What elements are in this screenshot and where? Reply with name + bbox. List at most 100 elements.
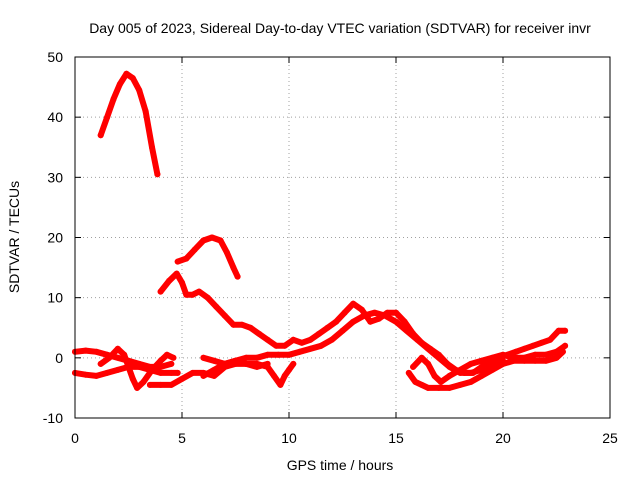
- data-point: [179, 375, 185, 382]
- data-point: [350, 300, 357, 307]
- data-point: [341, 309, 348, 316]
- data-point: [82, 371, 89, 378]
- data-point: [478, 372, 485, 379]
- x-tick-label: 5: [178, 430, 186, 446]
- data-point: [435, 354, 442, 361]
- data-point: [168, 360, 175, 367]
- data-point: [196, 288, 203, 295]
- data-point: [136, 363, 143, 370]
- data-point: [553, 348, 560, 355]
- data-point: [97, 132, 104, 139]
- data-point: [114, 366, 121, 373]
- data-point: [500, 360, 506, 367]
- data-point: [281, 372, 288, 379]
- data-point: [405, 369, 412, 376]
- data-point: [157, 369, 164, 376]
- data-point: [286, 366, 292, 373]
- data-point: [393, 318, 399, 325]
- y-tick-label: 40: [47, 109, 63, 125]
- data-point: [431, 372, 438, 379]
- data-point: [243, 354, 250, 361]
- data-point: [106, 354, 113, 361]
- data-point: [174, 258, 181, 265]
- data-point: [478, 366, 485, 373]
- data-point: [200, 237, 207, 244]
- data-point: [191, 246, 198, 253]
- data-point: [547, 336, 554, 343]
- data-point: [281, 342, 288, 349]
- data-point: [296, 348, 303, 355]
- x-tick-label: 25: [602, 430, 618, 446]
- data-point: [234, 273, 241, 280]
- data-point: [116, 81, 123, 88]
- data-point: [179, 279, 185, 286]
- data-point: [553, 354, 560, 361]
- data-point: [125, 363, 132, 370]
- data-point: [500, 351, 506, 358]
- data-point: [166, 277, 173, 284]
- data-point: [200, 372, 207, 379]
- data-point: [562, 342, 569, 349]
- data-point: [298, 339, 305, 346]
- data-point: [489, 366, 496, 373]
- data-point: [467, 360, 474, 367]
- data-point: [328, 336, 335, 343]
- data-point: [538, 339, 545, 346]
- data-point: [136, 87, 143, 94]
- data-point: [542, 351, 549, 358]
- data-point: [221, 360, 228, 367]
- data-point: [467, 378, 474, 385]
- data-point: [446, 372, 453, 379]
- y-tick-label: 30: [47, 169, 63, 185]
- data-point: [142, 108, 149, 115]
- data-point: [93, 348, 100, 355]
- data-point: [307, 336, 314, 343]
- data-point: [129, 75, 136, 82]
- data-point: [104, 369, 111, 376]
- data-point: [382, 312, 389, 319]
- data-point: [401, 318, 408, 325]
- series-line-arc-1: [97, 70, 161, 178]
- data-point: [230, 321, 237, 328]
- y-axis-label: SDTVAR / TECUs: [6, 181, 22, 293]
- data-point: [286, 351, 292, 358]
- data-point: [457, 381, 464, 388]
- data-point: [532, 351, 539, 358]
- data-point: [425, 345, 432, 352]
- chart-title: Day 005 of 2023, Sidereal Day-to-day VTE…: [89, 20, 591, 36]
- data-point: [221, 312, 228, 319]
- x-tick-label: 10: [281, 430, 297, 446]
- data-point: [521, 345, 528, 352]
- y-tick-label: -10: [43, 410, 63, 426]
- data-point: [97, 360, 104, 367]
- data-point: [489, 354, 496, 361]
- data-point: [425, 384, 432, 391]
- data-point: [129, 375, 136, 382]
- data-point: [367, 318, 374, 325]
- data-point: [307, 345, 314, 352]
- data-point: [360, 312, 367, 319]
- x-tick-label: 0: [71, 430, 79, 446]
- data-point: [410, 363, 417, 370]
- data-point: [146, 381, 153, 388]
- data-point: [211, 366, 218, 373]
- data-point: [446, 363, 453, 370]
- data-point: [183, 255, 190, 262]
- data-point: [555, 327, 562, 334]
- data-point: [204, 294, 211, 301]
- data-point: [510, 354, 517, 361]
- y-tick-label: 10: [47, 290, 63, 306]
- data-point: [230, 264, 237, 271]
- data-point: [213, 303, 220, 310]
- data-point: [393, 309, 399, 316]
- data-point: [189, 291, 196, 298]
- data-point: [114, 354, 121, 361]
- data-point: [238, 321, 245, 328]
- data-point: [478, 357, 485, 364]
- data-point: [339, 327, 346, 334]
- data-point: [273, 342, 280, 349]
- data-point: [134, 384, 141, 391]
- data-point: [521, 354, 528, 361]
- data-point: [189, 369, 196, 376]
